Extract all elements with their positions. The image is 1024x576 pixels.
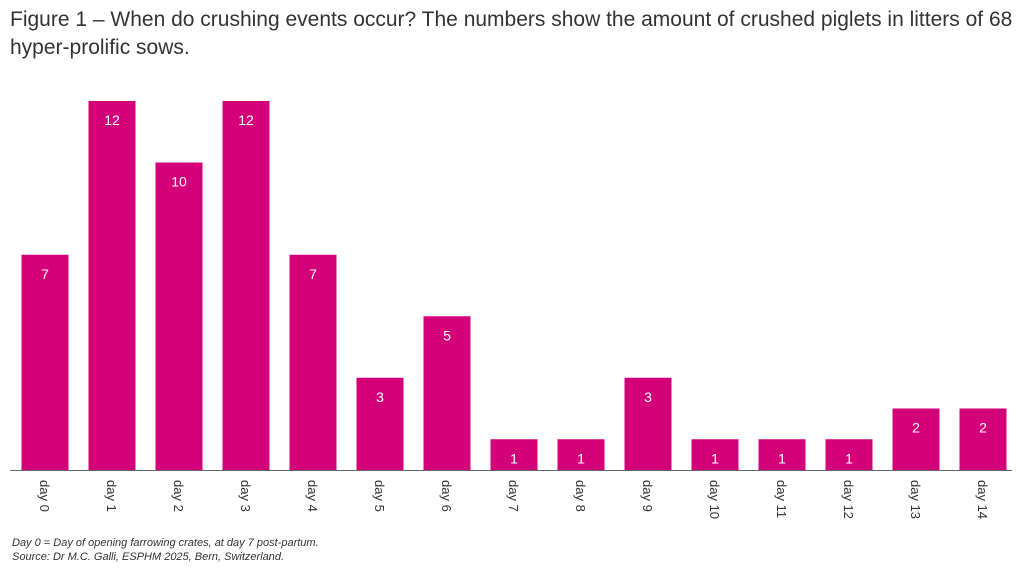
bar-day-8 <box>557 439 605 470</box>
bar-day-12 <box>825 439 873 470</box>
bar-day-10 <box>691 439 739 470</box>
bar-value-label: 10 <box>171 174 187 190</box>
bar-day-11 <box>758 439 806 470</box>
bar-value-label: 1 <box>510 450 518 466</box>
x-tick-label: day 0 <box>37 480 52 512</box>
x-tick-label: day 4 <box>305 480 320 512</box>
bar-day-14 <box>959 408 1007 470</box>
x-tick-label: day 7 <box>506 480 521 512</box>
bar-day-1 <box>88 101 136 470</box>
bar-day-4 <box>289 254 337 470</box>
bar-day-13 <box>892 408 940 470</box>
bar-value-label: 2 <box>912 420 920 436</box>
x-tick-label: day 6 <box>439 480 454 512</box>
bar-day-7 <box>490 439 538 470</box>
bar-value-label: 7 <box>309 266 317 282</box>
bar-value-label: 12 <box>104 112 120 128</box>
x-tick-label: day 10 <box>707 480 722 519</box>
bar-day-2 <box>155 162 203 470</box>
x-tick-label: day 13 <box>908 480 923 519</box>
bars-group <box>21 101 1007 470</box>
x-tick-label: day 14 <box>975 480 990 519</box>
bar-value-label: 1 <box>577 450 585 466</box>
x-tick-label: day 11 <box>774 480 789 518</box>
bar-value-label: 12 <box>238 112 254 128</box>
bar-value-label: 5 <box>443 327 451 343</box>
bar-day-0 <box>21 254 69 470</box>
footnote-definition: Day 0 = Day of opening farrowing crates,… <box>12 537 319 549</box>
x-tick-label: day 9 <box>640 480 655 512</box>
bar-value-label: 7 <box>41 266 49 282</box>
x-tick-label: day 12 <box>841 480 856 519</box>
x-tick-label: day 3 <box>238 480 253 512</box>
x-tick-label: day 8 <box>573 480 588 512</box>
footnote-source: Source: Dr M.C. Galli, ESPHM 2025, Bern,… <box>12 551 285 563</box>
bar-value-label: 3 <box>644 389 652 405</box>
x-tick-label: day 5 <box>372 480 387 512</box>
chart-title: Figure 1 – When do crushing events occur… <box>10 8 1013 59</box>
bar-day-6 <box>423 316 471 470</box>
x-tick-label: day 1 <box>104 480 119 512</box>
bar-day-9 <box>624 377 672 470</box>
x-tick-labels-group: day 0 day 1 day 2 day 3 day 4 day 5 day 6 day 7… <box>37 480 990 519</box>
bar-day-3 <box>222 101 270 470</box>
bar-day-5 <box>356 377 404 470</box>
x-tick-label: day 2 <box>171 480 186 512</box>
bar-value-label: 1 <box>778 450 786 466</box>
bar-value-label: 1 <box>845 450 853 466</box>
bar-value-label: 1 <box>711 450 719 466</box>
bar-value-label: 3 <box>376 389 384 405</box>
bar-value-label: 2 <box>979 420 987 436</box>
